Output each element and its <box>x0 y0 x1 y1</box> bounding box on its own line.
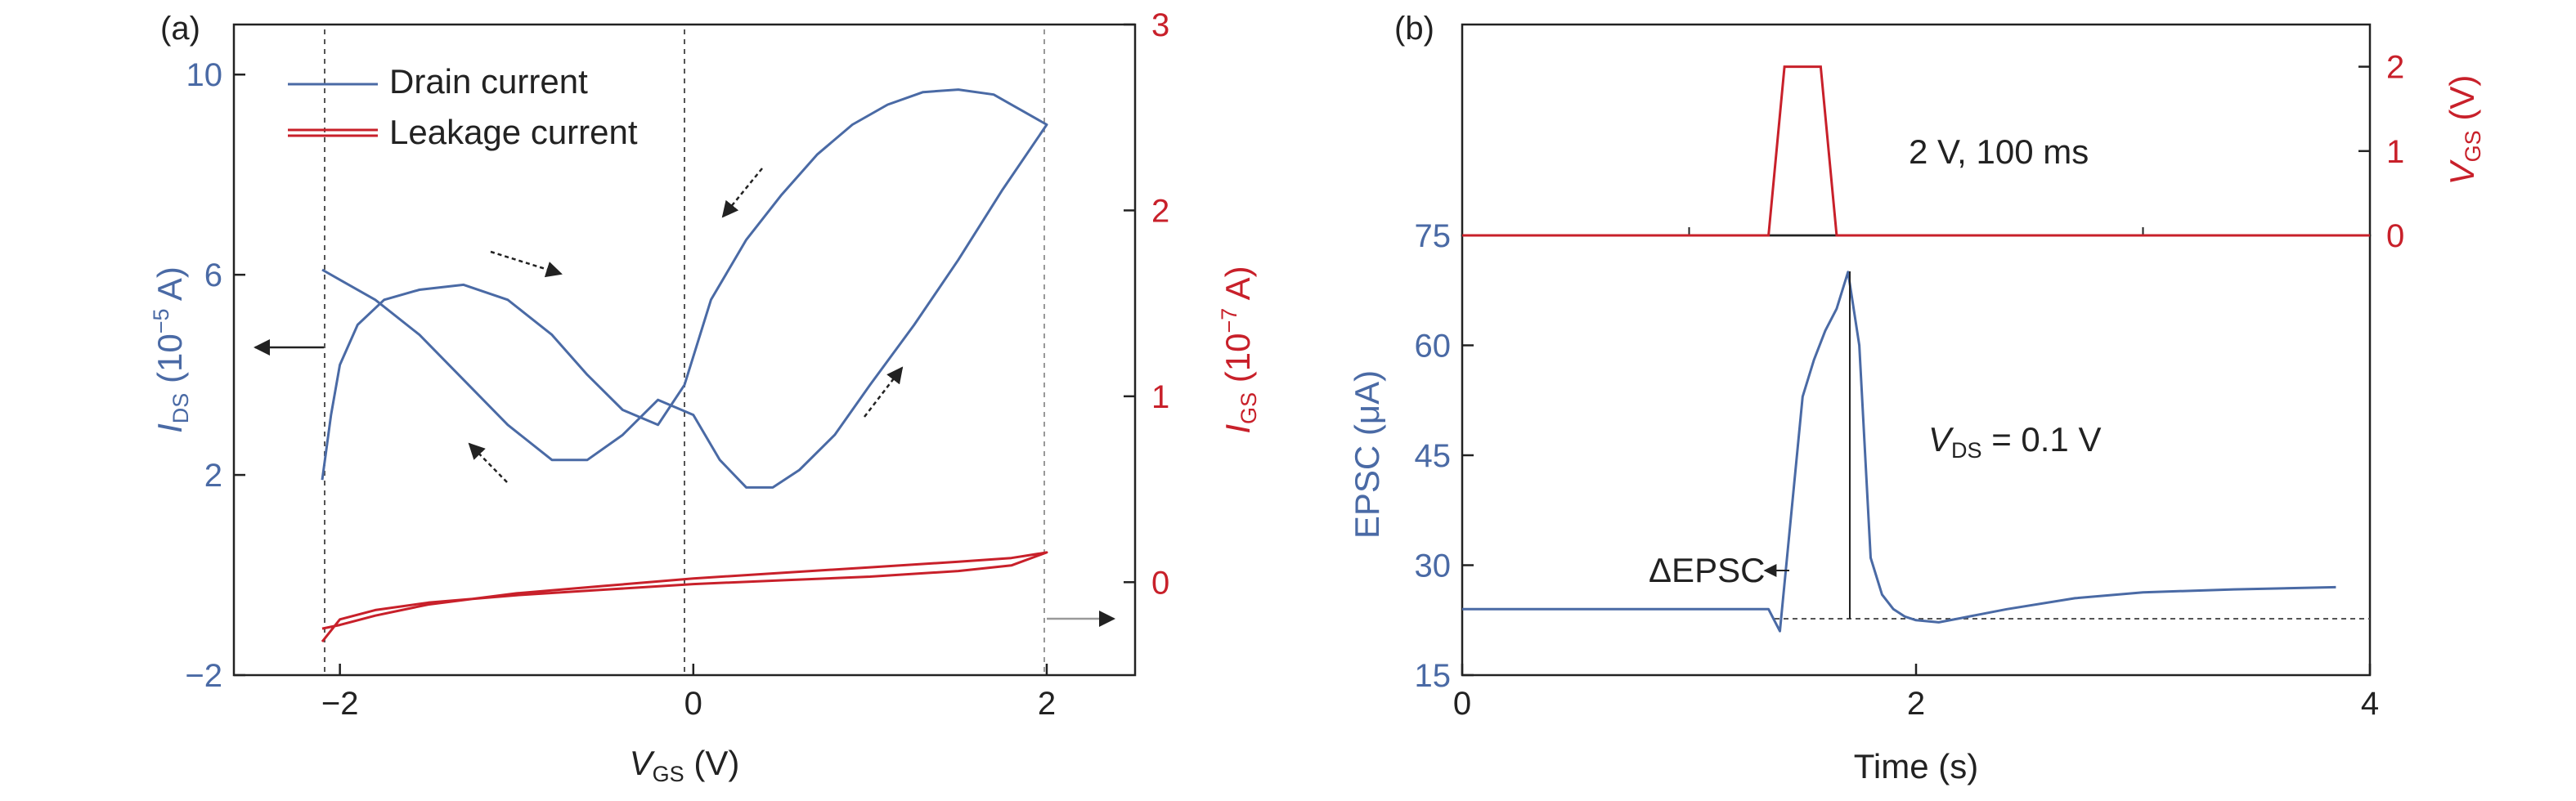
vds-annotation: VDS = 0.1 V <box>1928 420 2101 463</box>
y-top-tick-label: 2 <box>2386 50 2404 86</box>
y-right-tick-label: 0 <box>1151 565 1169 601</box>
y-bottom-tick-label: 75 <box>1415 218 1452 254</box>
panel-b-x-title: Time (s) <box>1854 747 1978 785</box>
y-bottom-tick-label: 30 <box>1415 548 1452 584</box>
panel-a-x-ticks: −2 0 2 <box>321 664 1056 722</box>
panel-b-y-right-title: VGS (V) <box>2443 75 2485 186</box>
panel-b: (b) 15 30 45 60 75 0 1 2 0 2 4 ΔEPSC 2 V, 100 ms… <box>1348 11 2485 785</box>
y-left-tick-label: 6 <box>204 257 222 293</box>
panel-b-x-ticks: 0 2 4 <box>1453 227 2379 722</box>
panel-b-label: (b) <box>1394 11 1434 47</box>
sweep-arrow-2 <box>721 168 763 218</box>
panel-a-left-ticks: −2 2 6 10 <box>185 57 245 694</box>
x-tick-label: 2 <box>1038 686 1056 722</box>
legend-label-drain: Drain current <box>389 62 588 101</box>
x-tick-label: 0 <box>1453 686 1471 722</box>
panel-a-right-ticks: 0 1 2 3 <box>1124 7 1169 601</box>
panel-b-bottom-y-ticks: 15 30 45 60 75 <box>1415 218 1474 694</box>
panel-a-series <box>321 88 1048 643</box>
panel-a-label: (a) <box>160 11 200 47</box>
panel-a-x-title: VGS (V) <box>630 744 740 786</box>
panel-a: (a) −2 2 6 10 0 1 2 3 −2 0 2 Drain current Leaka… <box>149 7 1261 786</box>
y-bottom-tick-label: 15 <box>1415 658 1452 694</box>
sweep-arrow-1 <box>490 250 563 278</box>
panel-a-y-right-title: IGS (10−7 A) <box>1217 266 1261 433</box>
panel-b-series <box>1462 65 2370 633</box>
y-left-tick-label: 2 <box>204 458 222 494</box>
x-tick-label: −2 <box>321 686 359 722</box>
y-top-tick-label: 0 <box>2386 218 2404 254</box>
y-right-tick-label: 2 <box>1151 193 1169 229</box>
panel-a-legend: Drain current Leakage current <box>288 62 638 151</box>
vgs-pulse-line <box>1462 65 2370 237</box>
panel-b-y-left-title: EPSC (μA) <box>1348 370 1386 539</box>
epsc-line <box>1462 271 2336 633</box>
panel-a-y-left-title: IDS (10−5 A) <box>149 266 193 433</box>
drain-current-line <box>321 88 1048 489</box>
y-left-tick-label: −2 <box>185 658 222 694</box>
pulse-annotation: 2 V, 100 ms <box>1909 132 2089 171</box>
y-top-tick-label: 1 <box>2386 134 2404 170</box>
sweep-arrow-3 <box>864 366 904 418</box>
legend-label-leakage: Leakage current <box>389 113 638 151</box>
x-tick-label: 0 <box>684 686 702 722</box>
y-right-tick-label: 1 <box>1151 379 1169 415</box>
leakage-current-line <box>321 551 1048 643</box>
x-tick-label: 2 <box>1907 686 1925 722</box>
panel-b-top-y-ticks: 0 1 2 <box>2358 50 2404 254</box>
panel-b-top-frame <box>1461 23 2372 237</box>
y-bottom-tick-label: 60 <box>1415 329 1452 365</box>
sweep-arrow-4 <box>468 442 508 483</box>
y-bottom-tick-label: 45 <box>1415 438 1452 474</box>
y-right-tick-label: 3 <box>1151 7 1169 43</box>
x-tick-label: 4 <box>2361 686 2379 722</box>
y-left-tick-label: 10 <box>186 57 223 93</box>
delta-epsc-label: ΔEPSC <box>1649 551 1765 589</box>
panel-a-plot-frame <box>232 23 1137 677</box>
